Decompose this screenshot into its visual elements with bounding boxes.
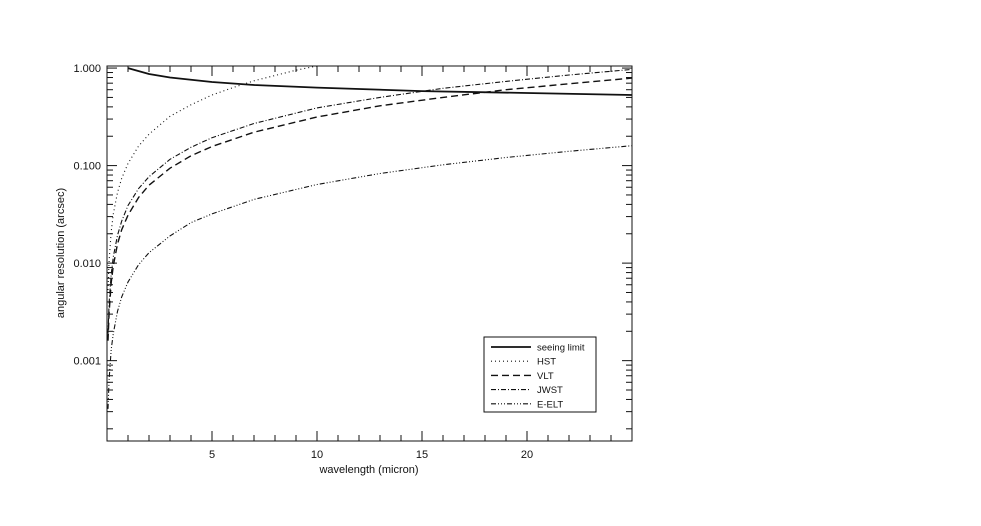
series-line-seeing-limit bbox=[127, 67, 633, 96]
x-tick-label: 15 bbox=[416, 449, 428, 461]
legend-label: HST bbox=[537, 357, 556, 368]
legend-box bbox=[483, 336, 597, 413]
tick-labels: 5 10 15 20 0.001 0.010 0.100 1.000 bbox=[73, 63, 533, 461]
legend-label: E-ELT bbox=[537, 399, 563, 410]
x-tick-label: 5 bbox=[209, 449, 215, 461]
legend-label: JWST bbox=[537, 385, 563, 396]
legend: seeing limit HST VLT JWST E-ELT bbox=[483, 336, 597, 413]
series-line-jwst bbox=[107, 68, 633, 334]
x-tick-label: 10 bbox=[311, 449, 323, 461]
legend-label: VLT bbox=[537, 371, 554, 382]
x-tick-label: 20 bbox=[521, 449, 533, 461]
series-layer bbox=[107, 65, 633, 409]
y-tick-label: 1.000 bbox=[73, 63, 101, 75]
y-tick-label: 0.010 bbox=[73, 258, 101, 270]
y-axis-label: angular resolution (arcsec) bbox=[55, 188, 67, 318]
series-line-vlt bbox=[107, 77, 633, 341]
y-tick-label: 0.001 bbox=[73, 356, 101, 368]
x-axis-label: wavelength (micron) bbox=[318, 464, 418, 476]
y-tick-label: 0.100 bbox=[73, 161, 101, 173]
series-line-e-elt bbox=[107, 145, 633, 409]
legend-label: seeing limit bbox=[537, 343, 585, 354]
